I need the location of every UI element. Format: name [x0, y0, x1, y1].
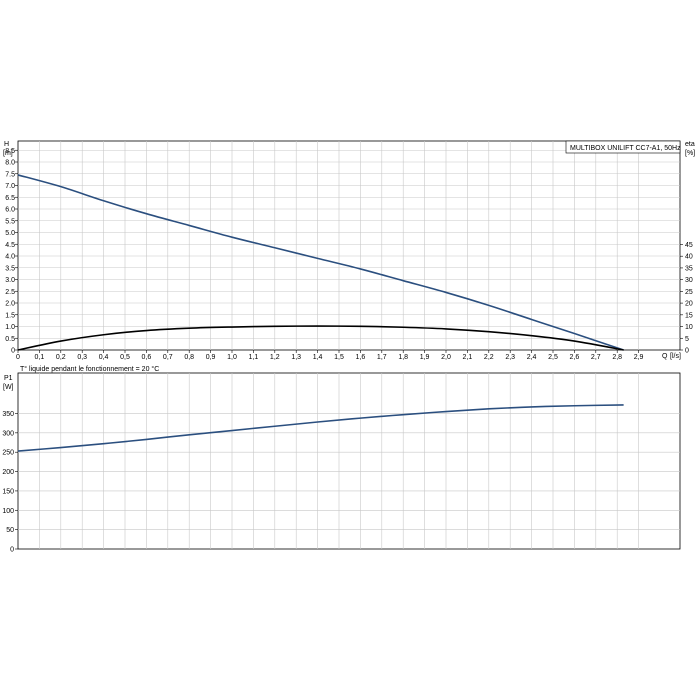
x-tick-label: 2,5	[548, 354, 558, 361]
x-tick-label: 2,6	[570, 354, 580, 361]
x-tick-label: 0,3	[77, 354, 87, 361]
chart-title: MULTIBOX UNILIFT CC7-A1, 50Hz	[570, 145, 681, 152]
efficiency-curve	[17, 325, 624, 351]
x-tick-label: 1,0	[227, 354, 237, 361]
bottom-y-ticks: 0 50 100 150 200 250 300 350	[2, 411, 18, 554]
y2-tick-label: 40	[685, 254, 693, 261]
x-tick-label: 2,8	[612, 354, 622, 361]
p1-axis-unit: [W]	[3, 384, 14, 391]
x-tick-label: 2,7	[591, 354, 601, 361]
y-tick-label: 7.5	[5, 171, 15, 178]
p1-tick-label: 100	[2, 508, 14, 515]
top-panel: 0 0,1 0,2 0,3 0,4 0,5 0,6 0,7 0,8 0,9 1,0 1,1 1,2 1,3…	[3, 140, 695, 361]
p1-tick-label: 350	[2, 411, 14, 418]
y-tick-label: 7.0	[5, 183, 15, 190]
power-curve	[17, 404, 624, 452]
y-tick-label: 8.5	[5, 148, 15, 155]
bottom-grid	[18, 373, 680, 549]
y-tick-label: 3.5	[5, 265, 15, 272]
q-axis-label: Q	[662, 353, 668, 360]
x-tick-label: 1,7	[377, 354, 387, 361]
y2-tick-label: 45	[685, 242, 693, 249]
liquid-temperature-note: T° liquide pendant le fonctionnement = 2…	[20, 365, 159, 373]
y2-tick-label: 20	[685, 301, 693, 308]
y-tick-label: 2.0	[5, 301, 15, 308]
x-tick-label: 0,7	[163, 354, 173, 361]
bottom-panel: 0 50 100 150 200 250 300 350 P1 [W]	[2, 372, 681, 554]
y-tick-label: 6.5	[5, 195, 15, 202]
y-tick-label: 3.0	[5, 277, 15, 284]
x-tick-label: 2,1	[463, 354, 473, 361]
x-tick-label: 2,0	[441, 354, 451, 361]
y-tick-label: 5.0	[5, 230, 15, 237]
x-tick-label: 0,6	[142, 354, 152, 361]
x-tick-label: 0	[16, 354, 20, 361]
p1-tick-label: 0	[10, 547, 14, 554]
x-tick-label: 0,5	[120, 354, 130, 361]
y2-tick-label: 10	[685, 324, 693, 331]
y-tick-label: 1.0	[5, 324, 15, 331]
y-tick-label: 0	[11, 348, 15, 355]
x-tick-label: 1,2	[270, 354, 280, 361]
y-tick-label: 4.0	[5, 254, 15, 261]
y-tick-label: 6.0	[5, 207, 15, 214]
q-axis-unit: [l/s]	[670, 353, 681, 360]
x-tick-label: 0,1	[35, 354, 45, 361]
x-tick-label: 2,2	[484, 354, 494, 361]
p1-tick-label: 250	[2, 450, 14, 457]
y-tick-label: 8.0	[5, 160, 15, 167]
x-tick-label: 0,8	[184, 354, 194, 361]
y2-tick-label: 15	[685, 312, 693, 319]
x-tick-label: 1,3	[291, 354, 301, 361]
x-tick-label: 1,8	[398, 354, 408, 361]
eta-axis-unit: [%]	[685, 150, 695, 157]
h-axis-unit: [m]	[3, 150, 13, 157]
x-tick-label: 2,4	[527, 354, 537, 361]
y2-tick-label: 35	[685, 265, 693, 272]
y2-tick-label: 0	[685, 348, 689, 355]
top-y-ticks: 0 0.5 1.0 1.5 2.0 2.5 3.0 3.5 4.0 4.5 5.0 5.5 6.0 6.5…	[5, 148, 18, 355]
x-tick-label: 1,4	[313, 354, 323, 361]
x-tick-label: 0,9	[206, 354, 216, 361]
p1-tick-label: 50	[6, 527, 14, 534]
x-tick-label: 0,2	[56, 354, 66, 361]
h-axis-label: H	[4, 141, 9, 148]
y-tick-label: 2.5	[5, 289, 15, 296]
p1-tick-label: 300	[2, 430, 14, 437]
x-tick-label: 1,9	[420, 354, 430, 361]
y-tick-label: 4.5	[5, 242, 15, 249]
chart-title-box	[565, 140, 681, 154]
y-tick-label: 1.5	[5, 312, 15, 319]
eta-axis-label: eta	[685, 141, 695, 148]
x-tick-label: 2,3	[505, 354, 515, 361]
top-panel-frame	[17, 140, 681, 351]
p1-tick-label: 150	[2, 488, 14, 495]
y-tick-label: 5.5	[5, 218, 15, 225]
y-tick-label: 0.5	[5, 336, 15, 343]
x-tick-label: 1,5	[334, 354, 344, 361]
y2-tick-label: 5	[685, 336, 689, 343]
y2-tick-label: 30	[685, 277, 693, 284]
bottom-panel-frame	[17, 372, 681, 550]
x-tick-label: 0,4	[99, 354, 109, 361]
top-series	[17, 174, 624, 351]
top-y2-ticks: 0 5 10 15 20 25 30 35 40 45	[680, 242, 693, 355]
x-tick-label: 1,1	[249, 354, 259, 361]
x-tick-label: 2,9	[634, 354, 644, 361]
bottom-series	[17, 404, 624, 452]
y2-tick-label: 25	[685, 289, 693, 296]
head-curve	[17, 174, 624, 351]
x-tick-label: 1,6	[356, 354, 366, 361]
p1-tick-label: 200	[2, 469, 14, 476]
top-x-ticks: 0 0,1 0,2 0,3 0,4 0,5 0,6 0,7 0,8 0,9 1,0 1,1 1,2 1,3…	[16, 350, 644, 361]
p1-axis-label: P1	[4, 375, 13, 382]
